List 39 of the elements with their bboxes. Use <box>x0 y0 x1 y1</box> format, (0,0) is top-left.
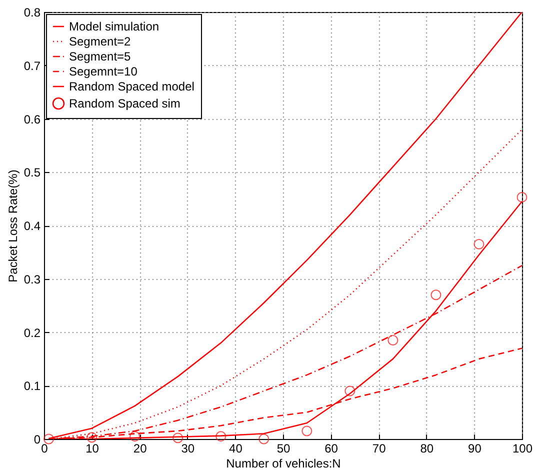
y-tick-label: 0.8 <box>24 6 41 20</box>
y-tick-label: 0.4 <box>24 219 41 233</box>
y-tick-label: 0.3 <box>24 272 41 286</box>
legend-label: Segment=5 <box>69 50 132 64</box>
x-tick-label: 30 <box>181 442 195 456</box>
point <box>474 238 484 250</box>
legend-label: Random Spaced model <box>69 80 194 94</box>
point <box>430 290 442 300</box>
legend-label: Model simulation <box>69 20 160 34</box>
y-tick-label: 0.5 <box>24 166 41 180</box>
legend-label: Segment=2 <box>69 34 132 48</box>
x-tick-label: 50 <box>276 442 290 456</box>
point <box>344 386 356 396</box>
legend-label: Random Spaced sim <box>69 96 180 110</box>
x-tick-label: 20 <box>133 442 148 456</box>
x-axis-title: Number of vehicles:N <box>226 456 341 470</box>
y-tick-label: 0.7 <box>24 58 41 73</box>
y-axis-title: Packet Loss Rate(%) <box>6 170 20 282</box>
y-tick-label: 0.6 <box>24 112 41 126</box>
x-tick-label: 70 <box>372 442 386 456</box>
point <box>388 335 398 346</box>
y-tick-label: 0 <box>34 432 41 446</box>
x-tick-label: 100 <box>512 442 533 456</box>
point <box>302 426 312 436</box>
point <box>86 432 98 443</box>
point <box>216 431 226 442</box>
x-tick-label: 40 <box>229 442 243 456</box>
y-tick-label: 0.2 <box>24 326 41 340</box>
point <box>516 192 528 202</box>
x-tick-label: 90 <box>468 442 482 456</box>
x-tick-label: 60 <box>324 442 338 456</box>
point <box>44 434 54 444</box>
point <box>130 431 140 442</box>
point <box>172 432 184 444</box>
point <box>258 434 270 444</box>
x-tick-label: 10 <box>86 442 100 456</box>
x-tick-label: 80 <box>420 442 434 456</box>
y-tick-label: 0.1 <box>24 379 41 394</box>
legend-label: Segemnt=10 <box>69 64 138 78</box>
